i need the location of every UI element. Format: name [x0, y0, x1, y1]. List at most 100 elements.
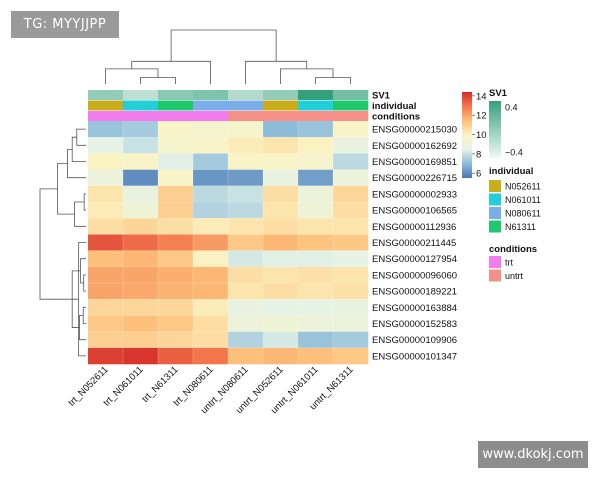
legend-item-label: untrt: [505, 271, 524, 281]
heatmap-cell-9-7: [333, 266, 369, 284]
heatmap-cell-11-2: [158, 299, 194, 316]
legend-swatch: [489, 269, 501, 282]
heatmap-cell-2-1: [123, 153, 159, 170]
legend-item-label: N052611: [505, 182, 541, 192]
dendrogram-link: [39, 188, 63, 300]
heatmap-cell-6-0: [88, 218, 124, 235]
heatmap-cell-11-7: [333, 299, 369, 316]
legend-item-label: trt: [505, 258, 513, 268]
heatmap-cell-5-1: [123, 202, 159, 219]
dendrogram-link: [245, 60, 308, 84]
row-label: ENSG00000163884: [372, 303, 457, 314]
heatmap-cell-12-1: [123, 315, 159, 332]
heatmap-cell-3-0: [88, 169, 124, 187]
heatmap-cell-0-0: [88, 121, 124, 138]
heatmap-cell-4-7: [333, 185, 369, 203]
heatmap-cell-10-5: [263, 283, 299, 300]
row-labels: ENSG00000215030 ENSG00000162692 ENSG000001…: [372, 125, 457, 363]
row-label: ENSG00000109906: [372, 335, 457, 346]
heatmap-cell-5-6: [298, 202, 334, 219]
heatmap-cell-7-7: [333, 234, 369, 251]
heatmap-cell-1-6: [298, 137, 334, 154]
heatmap-cell-1-7: [333, 137, 369, 154]
heatmap-cell-3-4: [228, 169, 264, 187]
heatmap-cell-1-1: [123, 137, 159, 154]
heatmap-cell-2-5: [263, 153, 299, 170]
annotation-cell-conditions-5: [263, 111, 299, 121]
heatmap-cell-5-3: [193, 202, 229, 219]
heatmap-cell-11-3: [193, 299, 229, 316]
heatmap-cell-9-3: [193, 266, 229, 284]
heatmap-cell-12-7: [333, 315, 369, 332]
heatmap-cell-5-4: [228, 202, 264, 219]
legend-item-label: N080611: [505, 209, 541, 219]
dendrogram-link: [67, 148, 86, 179]
heatmap-cell-11-1: [123, 299, 159, 316]
legend-title: SV1: [489, 88, 508, 99]
heatmap-cell-4-2: [158, 185, 194, 203]
annotation-cell-conditions-2: [158, 111, 194, 121]
heatmap-cell-3-7: [333, 169, 369, 187]
heatmap-cell-14-5: [263, 347, 299, 365]
heatmap-cell-13-2: [158, 331, 194, 349]
annotation-cell-conditions-7: [333, 111, 369, 121]
colorbar-tick-label: 10: [476, 130, 487, 141]
heatmap-cell-12-3: [193, 315, 229, 332]
legend-item-label: N061011: [505, 195, 541, 205]
colorbar-tick-label: 8: [476, 149, 481, 160]
legend-swatch: [489, 193, 501, 206]
annotation-cell-SV1-5: [263, 90, 299, 100]
heatmap-cell-14-1: [123, 347, 159, 365]
annotation-cell-SV1-4: [228, 90, 264, 100]
heatmap-cell-0-2: [158, 121, 194, 138]
dendrogram-link: [131, 60, 211, 84]
heatmap-cell-8-6: [298, 250, 334, 268]
heatmap-cell-13-7: [333, 331, 369, 349]
heatmap-cell-3-6: [298, 169, 334, 187]
heatmap-cell-3-3: [193, 169, 229, 187]
heatmap-cell-7-2: [158, 234, 194, 251]
heatmap-cell-6-4: [228, 218, 264, 235]
dendrogram-link: [140, 77, 176, 84]
dendrogram-link: [83, 274, 86, 292]
sv1-tick-label: 0.4: [505, 103, 518, 113]
row-label: ENSG00000226715: [372, 173, 457, 184]
heatmap-cell-14-6: [298, 347, 334, 365]
legend-swatch: [489, 256, 501, 268]
row-label: ENSG00000211445: [372, 238, 456, 249]
heatmap-cell-0-5: [263, 121, 299, 138]
row-label: ENSG00000152583: [372, 319, 457, 330]
row-label: ENSG00000096060: [372, 270, 457, 281]
heatmap-cell-7-6: [298, 234, 334, 251]
annotation-cell-individual-7: [333, 100, 369, 111]
heatmap-cell-4-5: [263, 185, 299, 203]
row-label: ENSG00000106565: [372, 206, 457, 217]
annotation-cell-individual-2: [158, 100, 194, 111]
heatmap-cell-10-3: [193, 283, 229, 300]
heatmap-cell-4-0: [88, 185, 124, 203]
dendrogram-link: [57, 163, 75, 215]
annotation-cell-SV1-6: [298, 90, 334, 100]
heatmap-cell-13-3: [193, 331, 229, 349]
heatmap-cell-14-7: [333, 347, 369, 365]
heatmap-cell-14-2: [158, 347, 194, 365]
heatmap-cell-1-2: [158, 137, 194, 154]
heatmap-cell-4-1: [123, 185, 159, 203]
dendrogram-link: [71, 136, 86, 162]
colorbar-tick-label: 12: [476, 111, 487, 122]
colorbar-tick-label: 14: [476, 91, 487, 102]
heatmap-cell-2-4: [228, 153, 264, 170]
heatmap-cell-7-0: [88, 234, 124, 251]
dendrogram-link: [280, 68, 334, 84]
annotation-cell-conditions-4: [228, 111, 264, 121]
heatmap-cell-3-1: [123, 169, 159, 187]
heatmap-cell-13-0: [88, 331, 124, 349]
row-label: ENSG00000002933: [372, 189, 457, 200]
annotation-cell-conditions-6: [298, 111, 334, 121]
watermark-bottom-right: www.dkokj.com: [478, 441, 588, 468]
heatmap-cell-10-7: [333, 283, 369, 300]
colorbar-tick-label: 6: [476, 169, 481, 180]
heatmap-cell-12-6: [298, 315, 334, 332]
heatmap-cell-3-5: [263, 169, 299, 187]
heatmap-cell-9-0: [88, 266, 124, 284]
